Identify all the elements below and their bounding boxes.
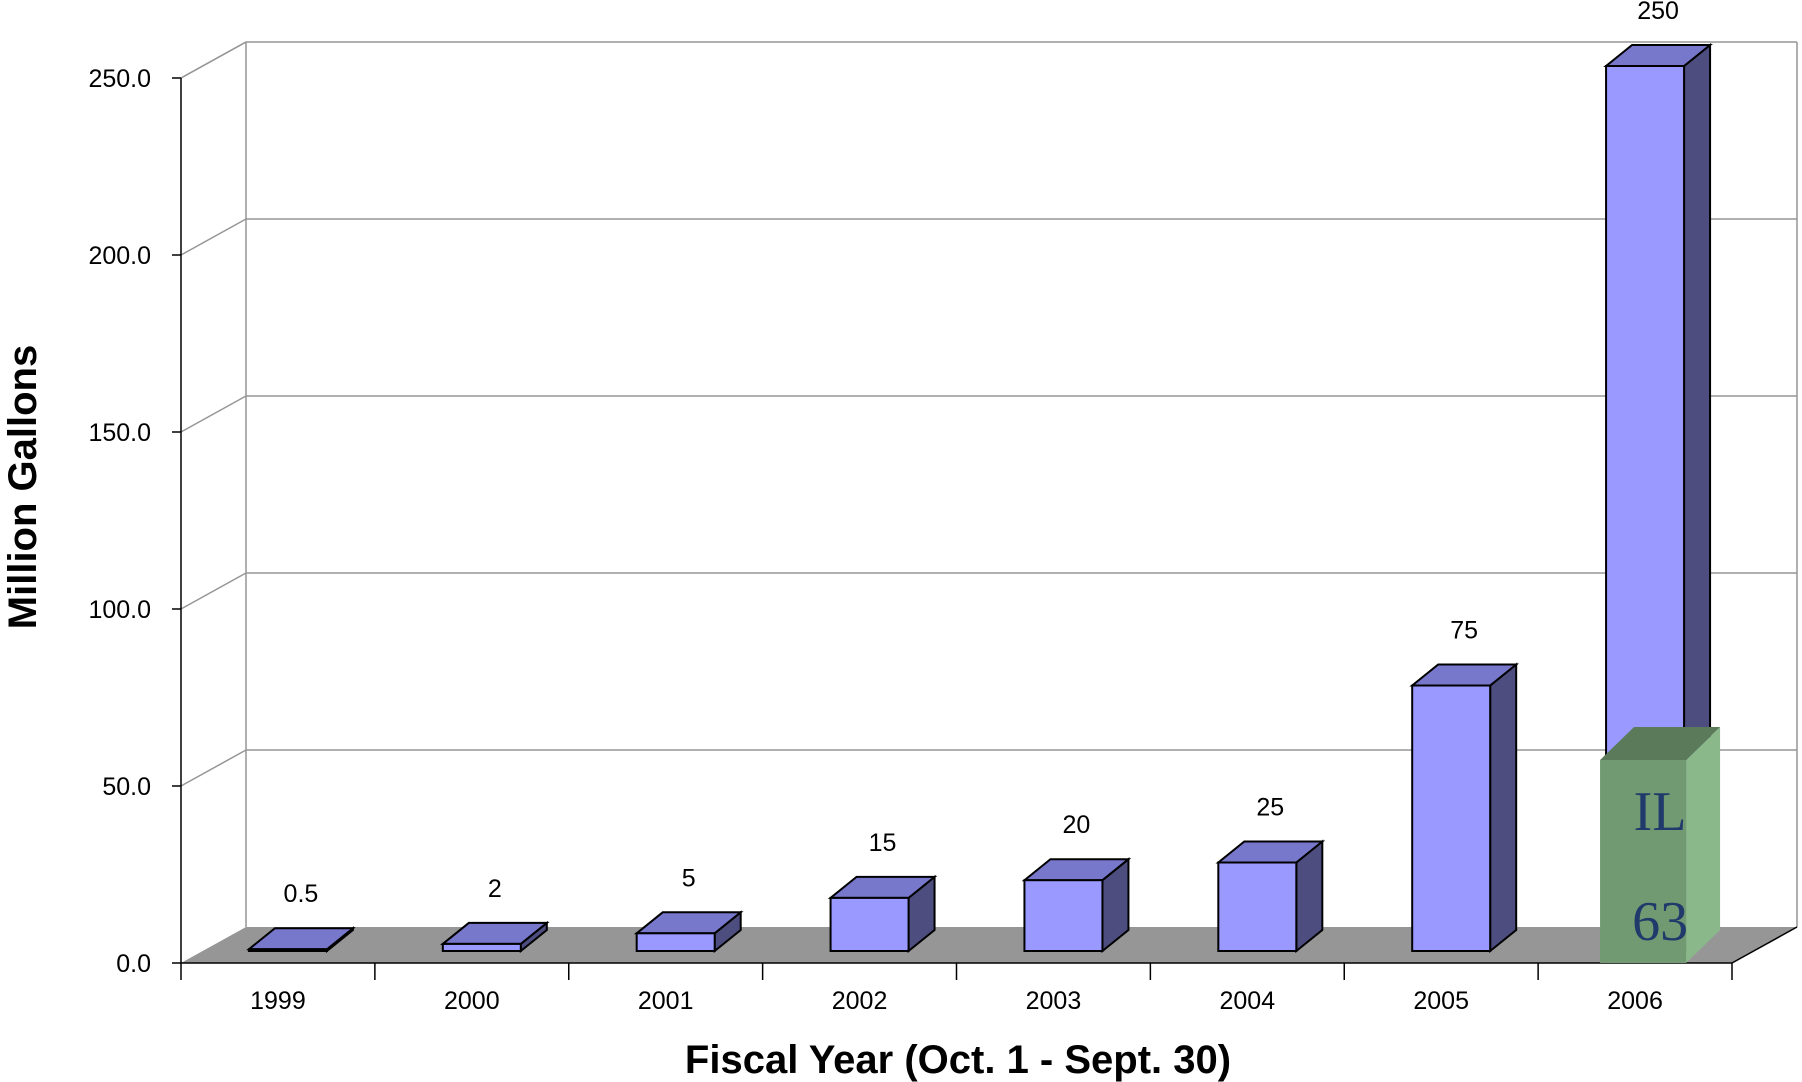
y-tick-label: 200.0: [88, 242, 151, 270]
bar-2003: [1021, 857, 1132, 954]
y-axis-title: Million Gallons: [1, 345, 45, 629]
bar-2004: [1215, 839, 1326, 954]
y-tick-label: 0.0: [116, 950, 151, 978]
x-tick-label: 1999: [250, 987, 306, 1015]
bar-front: [1411, 684, 1492, 952]
labels: 0.5 1999 2 2000 5 2001 15 2002 20 2003 25 2004 75 200…: [250, 0, 1679, 1015]
x-axis-title: Fiscal Year (Oct. 1 - Sept. 30): [685, 1038, 1231, 1082]
annotation-top: [1600, 726, 1721, 760]
data-label-2006: 250: [1637, 0, 1679, 25]
gridline-side: [180, 218, 247, 256]
bar-2000: [439, 920, 550, 954]
gridline-side: [180, 749, 247, 787]
x-tick-label: 2001: [638, 987, 694, 1015]
bar-front: [247, 948, 328, 952]
annotation-side: [1686, 726, 1721, 963]
data-label-2002: 15: [869, 829, 897, 857]
data-label-1999: 0.5: [284, 880, 319, 908]
bar-front: [1217, 861, 1298, 952]
y-tick-label: 50.0: [102, 773, 151, 801]
x-tick-label: 2005: [1413, 987, 1469, 1015]
x-tick-label: 2003: [1026, 987, 1082, 1015]
il-annotation: IL 63: [1600, 726, 1721, 963]
floor-plane: [181, 927, 1797, 963]
annotation-front: [1600, 759, 1687, 963]
bars: [246, 42, 1713, 954]
chart-floor: [181, 927, 1797, 963]
y-tick-label: 250.0: [88, 65, 151, 93]
bar-front: [441, 942, 522, 952]
bar-2002: [827, 874, 938, 954]
chart-walls: [180, 41, 1798, 927]
bar-1999: [246, 926, 356, 954]
annotation-label-line1: IL: [1634, 781, 1687, 843]
x-tick-label: 2004: [1220, 987, 1276, 1015]
annotation-label-line2: 63: [1632, 891, 1688, 953]
data-label-2003: 20: [1063, 811, 1091, 839]
bar-2001: [633, 910, 744, 954]
bar-front: [1023, 879, 1104, 953]
bar-side: [1489, 662, 1518, 954]
x-tick-label: 2006: [1607, 987, 1663, 1015]
gridline-side: [180, 572, 247, 610]
bar-front: [635, 932, 716, 952]
y-tick-label: 150.0: [88, 419, 151, 447]
data-label-2000: 2: [488, 875, 502, 903]
x-tick-label: 2002: [832, 987, 888, 1015]
gridlines: [180, 41, 1797, 787]
data-label-2004: 25: [1256, 794, 1284, 822]
y-tick-label: 100.0: [88, 596, 151, 624]
bar-front: [829, 896, 910, 953]
gridline-side: [180, 395, 247, 433]
data-label-2001: 5: [682, 864, 696, 892]
bar-2005: [1409, 662, 1520, 954]
x-tick-label: 2000: [444, 987, 500, 1015]
gridline-side: [180, 41, 247, 79]
axes: 0.0 50.0 100.0 150.0 200.0 250.0: [88, 65, 1798, 980]
data-label-2005: 75: [1450, 617, 1478, 645]
floor-right-edge: [1731, 926, 1798, 964]
